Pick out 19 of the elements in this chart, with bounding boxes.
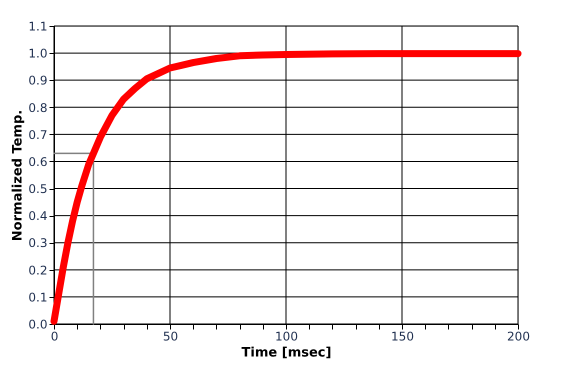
y-tick-label: 1.1 [28,20,48,34]
y-tick-label: 0.4 [28,209,48,224]
y-tick-label: 0.8 [28,100,48,115]
y-tick-label: 0.2 [28,263,48,278]
x-axis-title: Time [msec] [242,346,332,360]
x-tick-label: 150 [391,330,414,344]
y-tick-label: 0.6 [28,154,48,169]
y-axis-title: Normalized Temp. [10,110,26,242]
x-tick-label: 50 [162,330,178,344]
x-tick-label: 0 [50,330,58,344]
y-tick-label: 0.0 [28,318,48,332]
x-tick-label: 200 [507,330,530,344]
x-tick-label: 100 [275,330,298,344]
y-tick-label: 0.5 [28,182,48,196]
y-tick-label: 0.3 [28,236,48,250]
y-tick-label: 1.0 [28,46,48,61]
y-tick-label: 0.9 [28,74,48,88]
y-tick-label: 0.7 [28,128,48,142]
y-tick-label: 0.1 [28,290,48,304]
